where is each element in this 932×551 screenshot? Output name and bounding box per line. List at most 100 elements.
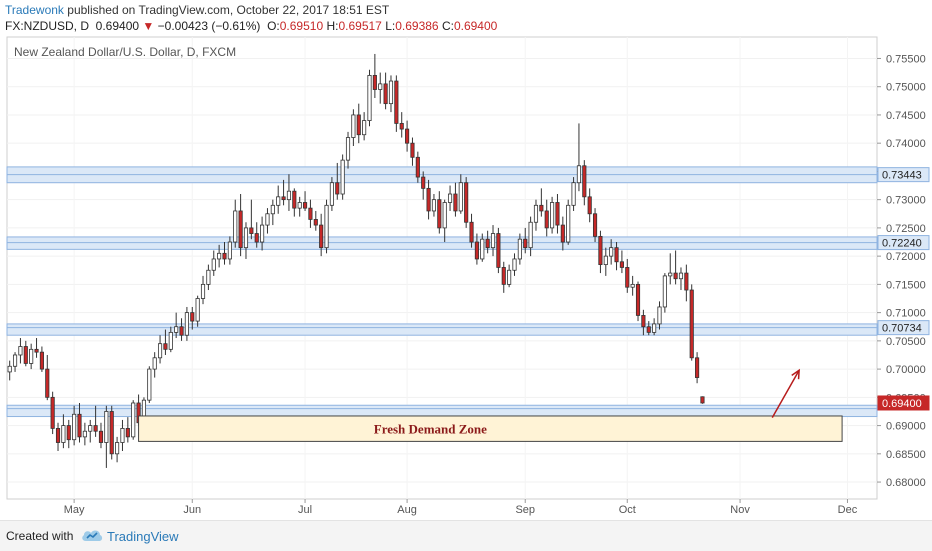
x-tick-label: Sep (515, 504, 535, 516)
candle-body (88, 425, 93, 432)
candle-body (362, 120, 367, 136)
candle-body (533, 204, 539, 223)
candle-body (652, 323, 657, 333)
candle-body (453, 193, 458, 212)
candle-body (340, 159, 345, 195)
candle-body (184, 312, 189, 336)
candle-body (405, 128, 410, 144)
candle-body (50, 396, 55, 429)
candle-body (308, 207, 313, 220)
candle-body (410, 142, 415, 158)
candle-body (560, 224, 565, 243)
level-label: 0.72240 (882, 238, 922, 250)
y-tick-label: 0.74500 (886, 110, 926, 122)
candle-body (641, 315, 646, 328)
candle-body (566, 204, 571, 243)
created-with-text: Created with (6, 529, 74, 543)
candle-body (200, 283, 206, 299)
y-tick-label: 0.71500 (886, 279, 926, 291)
candle-body (437, 199, 442, 229)
candle-body (82, 430, 87, 438)
price-change: −0.00423 (−0.61%) (157, 19, 261, 33)
y-tick-label: 0.71000 (886, 308, 926, 320)
last-price: 0.69400 (95, 19, 140, 33)
footer: Created with TradingView (0, 520, 932, 551)
arrow-shaft (771, 369, 800, 419)
candle-body (276, 196, 281, 206)
y-tick-label: 0.68000 (886, 477, 926, 489)
candle-body (147, 368, 152, 401)
x-tick-label: Oct (619, 504, 636, 516)
level-label-box (877, 167, 930, 183)
candle-body (571, 182, 576, 206)
candle-body (292, 190, 297, 209)
candle-body (93, 425, 98, 432)
projection-arrow (771, 368, 800, 419)
candle-body (480, 238, 485, 260)
level-label-box (877, 235, 930, 251)
author-link[interactable]: Tradewonk (5, 3, 64, 17)
candle-body (168, 331, 173, 350)
candle-body (313, 219, 318, 226)
close-value: 0.69400 (453, 19, 498, 33)
y-tick-label: 0.70500 (886, 336, 926, 348)
price-labels: 0.73443 0.72240 0.70734 0.69400 (877, 167, 930, 411)
demand-zone: Fresh Demand Zone (138, 415, 843, 442)
candle-body (458, 182, 463, 212)
candle-body (544, 210, 549, 229)
tradingview-cloud-icon (80, 527, 104, 548)
high-label: H: (326, 19, 339, 33)
published-text: published on TradingView.com, October 22… (67, 3, 390, 17)
candle-body (195, 298, 200, 322)
candle-body (431, 199, 437, 212)
candle-body (646, 326, 651, 333)
candle-body (635, 283, 641, 316)
level-label: 0.73443 (882, 170, 922, 182)
candle-body (61, 425, 66, 443)
candle-body (625, 267, 630, 288)
candle-body (539, 204, 544, 212)
tradingview-brand[interactable]: TradingView (107, 529, 179, 544)
candle-body (523, 238, 528, 249)
candle-body (399, 123, 404, 130)
candle-body (260, 224, 265, 243)
close-label: C: (441, 19, 454, 33)
candle-body (12, 354, 18, 367)
candle-body (104, 411, 109, 443)
price-chart[interactable]: Fresh Demand Zone New Zealand Dollar/U.S… (0, 0, 932, 520)
candle-body (689, 289, 694, 359)
candle-body (254, 233, 259, 243)
publish-info: Tradewonk published on TradingView.com, … (5, 2, 389, 18)
candle-body (302, 202, 308, 209)
demand-zone-box (138, 415, 843, 442)
candle-body (657, 306, 662, 325)
candle-body (662, 275, 667, 308)
candle-body (77, 413, 82, 438)
symbol-label: FX:NZDUSD, D (5, 19, 89, 33)
level-label-box (877, 320, 930, 336)
candle-body (115, 442, 120, 455)
candle-body (211, 258, 216, 271)
candle-body (7, 365, 12, 373)
candle-body (174, 326, 179, 333)
candle-body (555, 202, 560, 226)
y-tick-label: 0.72000 (886, 251, 926, 263)
open-value: 0.69510 (279, 19, 324, 33)
candle-body (329, 182, 334, 206)
candle-body (550, 202, 555, 229)
y-tick-label: 0.70000 (886, 364, 926, 376)
candle-body (217, 252, 222, 260)
candle-body (270, 204, 275, 215)
candle-body (582, 165, 587, 198)
candle-body (243, 227, 249, 249)
level-label: 0.70734 (882, 323, 922, 335)
candle-body (98, 430, 104, 443)
candle-body (179, 326, 184, 336)
candle-body (372, 75, 377, 90)
candle-body (45, 368, 50, 398)
candle-body (614, 247, 619, 263)
resistance-band (6, 236, 878, 250)
current-price-label-box (877, 395, 930, 411)
candle-body (249, 227, 254, 234)
